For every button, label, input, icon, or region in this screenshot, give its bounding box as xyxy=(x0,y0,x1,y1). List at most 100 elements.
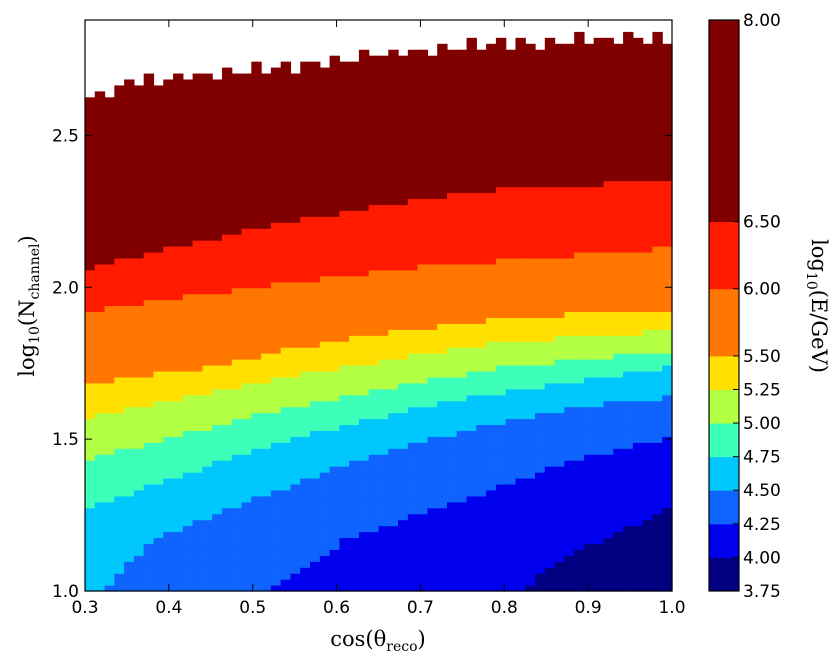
heatmap-cell xyxy=(495,251,507,259)
heatmap-cell xyxy=(104,180,115,188)
heatmap-cell xyxy=(388,79,399,87)
heatmap-cell xyxy=(280,109,292,116)
heatmap-cell xyxy=(202,186,213,194)
heatmap-cell xyxy=(398,442,409,449)
heatmap-cell xyxy=(310,240,321,247)
heatmap-cell xyxy=(251,293,262,301)
heatmap-cell xyxy=(613,246,624,253)
heatmap-cell xyxy=(212,251,223,259)
heatmap-cell xyxy=(143,501,155,509)
heatmap-cell xyxy=(124,442,135,449)
heatmap-cell xyxy=(456,257,468,265)
heatmap-cell xyxy=(486,79,497,87)
heatmap-cell xyxy=(270,430,282,437)
heatmap-cell xyxy=(114,341,125,348)
heatmap-cell xyxy=(388,460,399,467)
heatmap-cell xyxy=(574,133,585,140)
heatmap-cell xyxy=(329,555,340,562)
heatmap-cell xyxy=(603,323,614,330)
heatmap-cell xyxy=(310,204,321,211)
heatmap-cell xyxy=(192,281,203,289)
heatmap-cell xyxy=(310,347,321,354)
heatmap-cell xyxy=(114,323,125,330)
heatmap-cell xyxy=(437,335,448,342)
heatmap-cell xyxy=(417,79,429,87)
heatmap-cell xyxy=(329,549,340,556)
heatmap-cell xyxy=(114,347,125,354)
heatmap-cell xyxy=(94,424,106,432)
heatmap-cell xyxy=(124,228,135,235)
heatmap-cell xyxy=(613,495,624,503)
heatmap-cell xyxy=(124,305,135,313)
heatmap-cell xyxy=(466,335,477,342)
heatmap-cell xyxy=(192,418,203,426)
heatmap-cell xyxy=(613,210,624,217)
heatmap-cell xyxy=(133,103,145,110)
heatmap-cell xyxy=(574,251,585,259)
heatmap-cell xyxy=(554,436,565,443)
heatmap-cell xyxy=(212,353,223,360)
heatmap-cell xyxy=(466,585,477,592)
heatmap-cell xyxy=(221,394,233,402)
heatmap-cell xyxy=(163,317,174,324)
heatmap-cell xyxy=(583,412,595,420)
heatmap-cell xyxy=(143,144,155,152)
heatmap-cell xyxy=(251,115,262,122)
heatmap-cell xyxy=(535,210,546,217)
heatmap-cell xyxy=(437,406,448,414)
heatmap-cell xyxy=(417,305,429,313)
heatmap-cell xyxy=(564,543,575,550)
heatmap-cell xyxy=(280,483,292,491)
heatmap-cell xyxy=(94,138,106,146)
heatmap-cell xyxy=(202,138,213,146)
heatmap-cell xyxy=(339,531,350,539)
heatmap-cell xyxy=(290,477,301,485)
heatmap-cell xyxy=(574,329,585,336)
heatmap-cell xyxy=(456,561,468,568)
heatmap-cell xyxy=(476,91,487,98)
heatmap-cell xyxy=(202,180,213,188)
heatmap-cell xyxy=(202,275,213,283)
heatmap-cell xyxy=(310,483,321,491)
heatmap-cell xyxy=(446,388,458,396)
heatmap-cell xyxy=(456,477,468,485)
heatmap-cell xyxy=(358,519,370,527)
heatmap-cell xyxy=(329,317,340,324)
heatmap-cell xyxy=(202,382,213,390)
heatmap-cell xyxy=(417,180,429,188)
heatmap-cell xyxy=(192,79,203,87)
heatmap-cell xyxy=(104,329,115,336)
heatmap-cell xyxy=(358,311,370,318)
heatmap-cell xyxy=(417,418,429,426)
heatmap-cell xyxy=(446,240,458,247)
heatmap-cell xyxy=(270,507,282,515)
heatmap-cell xyxy=(456,454,468,461)
heatmap-cell xyxy=(104,460,115,467)
heatmap-cell xyxy=(505,192,517,200)
heatmap-cell xyxy=(476,61,487,69)
heatmap-cell xyxy=(358,246,370,253)
heatmap-cell xyxy=(544,287,556,295)
heatmap-cell xyxy=(603,460,614,467)
heatmap-cell xyxy=(182,287,194,295)
heatmap-cell xyxy=(466,477,477,485)
heatmap-cell xyxy=(378,246,389,253)
heatmap-cell xyxy=(427,228,438,235)
heatmap-cell xyxy=(339,430,350,437)
heatmap-cell xyxy=(212,275,223,283)
heatmap-cell xyxy=(94,525,106,533)
heatmap-cell xyxy=(476,543,487,550)
heatmap-cell xyxy=(456,537,468,545)
heatmap-cell xyxy=(427,61,438,69)
heatmap-cell xyxy=(153,531,164,539)
heatmap-cell xyxy=(300,335,311,342)
heatmap-cell xyxy=(476,567,487,574)
heatmap-cell xyxy=(212,257,223,265)
heatmap-cell xyxy=(231,269,243,277)
heatmap-cell xyxy=(114,376,125,384)
heatmap-cell xyxy=(515,115,526,122)
heatmap-cell xyxy=(173,519,184,527)
heatmap-cell xyxy=(261,376,272,384)
heatmap-cell xyxy=(407,204,419,211)
heatmap-cell xyxy=(623,472,634,479)
